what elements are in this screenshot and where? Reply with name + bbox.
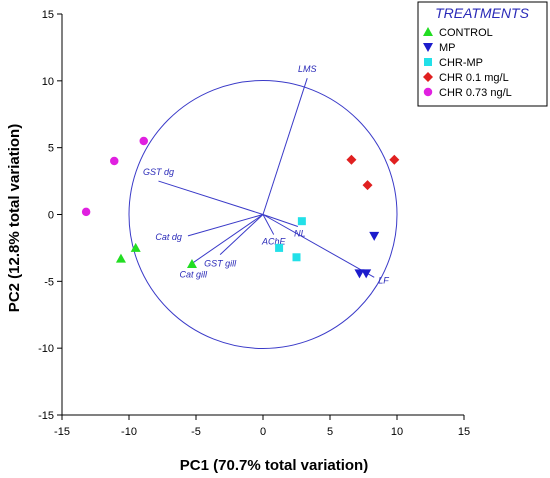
loading-vector xyxy=(189,214,264,266)
data-point xyxy=(389,154,400,165)
data-point xyxy=(297,217,306,226)
legend-entry: CHR 0.1 mg/L xyxy=(439,72,509,84)
y-tick-label: 10 xyxy=(42,76,54,88)
legend-entry: CHR 0.73 ng/L xyxy=(439,87,512,99)
data-point xyxy=(81,207,91,217)
data-point xyxy=(361,269,372,279)
y-ticks: 15 10 5 0 -5 -10 -15 xyxy=(38,9,62,422)
legend-entry: CHR-MP xyxy=(439,57,483,69)
y-tick-label: 0 xyxy=(48,210,54,222)
loading-vector xyxy=(219,214,264,255)
loading-vector xyxy=(262,214,375,278)
correlation-circle xyxy=(128,80,398,349)
legend-marker xyxy=(423,43,433,52)
data-point xyxy=(110,156,119,166)
loading-vector xyxy=(187,214,264,237)
data-point xyxy=(362,180,373,191)
axes: 15 10 5 0 -5 -10 -15 -15 -10 -5 0 5 10 15 xyxy=(38,9,470,438)
vector-label: GST gill xyxy=(204,259,237,269)
x-ticks: -15 -10 -5 0 5 10 15 xyxy=(54,415,470,438)
y-tick-label: -5 xyxy=(44,276,54,288)
vector-label: AChE xyxy=(261,237,287,247)
legend-items: CONTROL MP CHR-MP CHR 0.1 mg/L CHR 0.73 ng/L xyxy=(423,27,512,99)
loading-vector xyxy=(262,214,275,235)
data-point xyxy=(139,136,148,146)
x-tick-label: 0 xyxy=(260,426,266,438)
x-tick-label: -5 xyxy=(191,426,201,438)
data-point xyxy=(275,243,284,252)
legend-box xyxy=(417,1,548,107)
legend-entry: MP xyxy=(439,42,456,54)
x-axis-title: PC1 (70.7% total variation) xyxy=(180,457,368,474)
vector-label: GST dg xyxy=(143,167,174,177)
y-tick-label: -15 xyxy=(38,410,54,422)
y-tick-label: 15 xyxy=(42,9,54,21)
loading-vector xyxy=(262,78,308,215)
vector-label: NL xyxy=(294,229,306,239)
loading-vector xyxy=(158,180,264,215)
data-point xyxy=(369,231,380,241)
data-point xyxy=(130,242,141,252)
x-tick-label: -15 xyxy=(54,426,70,438)
legend-marker xyxy=(423,27,433,36)
y-tick-label: 5 xyxy=(48,143,54,155)
y-axis-title: PC2 (12.8% total variation) xyxy=(6,124,23,312)
x-tick-label: 15 xyxy=(458,426,470,438)
legend-marker xyxy=(423,87,433,97)
vector-label: Cat gill xyxy=(180,269,209,279)
data-point xyxy=(292,253,301,262)
legend-marker xyxy=(424,58,432,66)
loading-vector xyxy=(262,214,299,228)
vector-label: Cat dg xyxy=(155,232,182,242)
legend-marker xyxy=(423,72,433,82)
legend-entry: CONTROL xyxy=(439,27,493,39)
data-point xyxy=(346,154,357,165)
x-tick-label: 10 xyxy=(391,426,403,438)
data-points xyxy=(81,136,400,279)
legend-title: TREATMENTS xyxy=(435,5,530,21)
vector-label: LF xyxy=(378,275,389,285)
data-point xyxy=(354,269,365,279)
vector-label: LMS xyxy=(298,64,317,74)
x-tick-label: -10 xyxy=(121,426,137,438)
data-point xyxy=(115,253,126,263)
y-tick-label: -10 xyxy=(38,343,54,355)
data-point xyxy=(186,258,197,268)
legend: TREATMENTS CONTROL MP CHR-MP CHR 0.1 mg/L CH… xyxy=(417,1,548,107)
x-tick-label: 5 xyxy=(327,426,333,438)
